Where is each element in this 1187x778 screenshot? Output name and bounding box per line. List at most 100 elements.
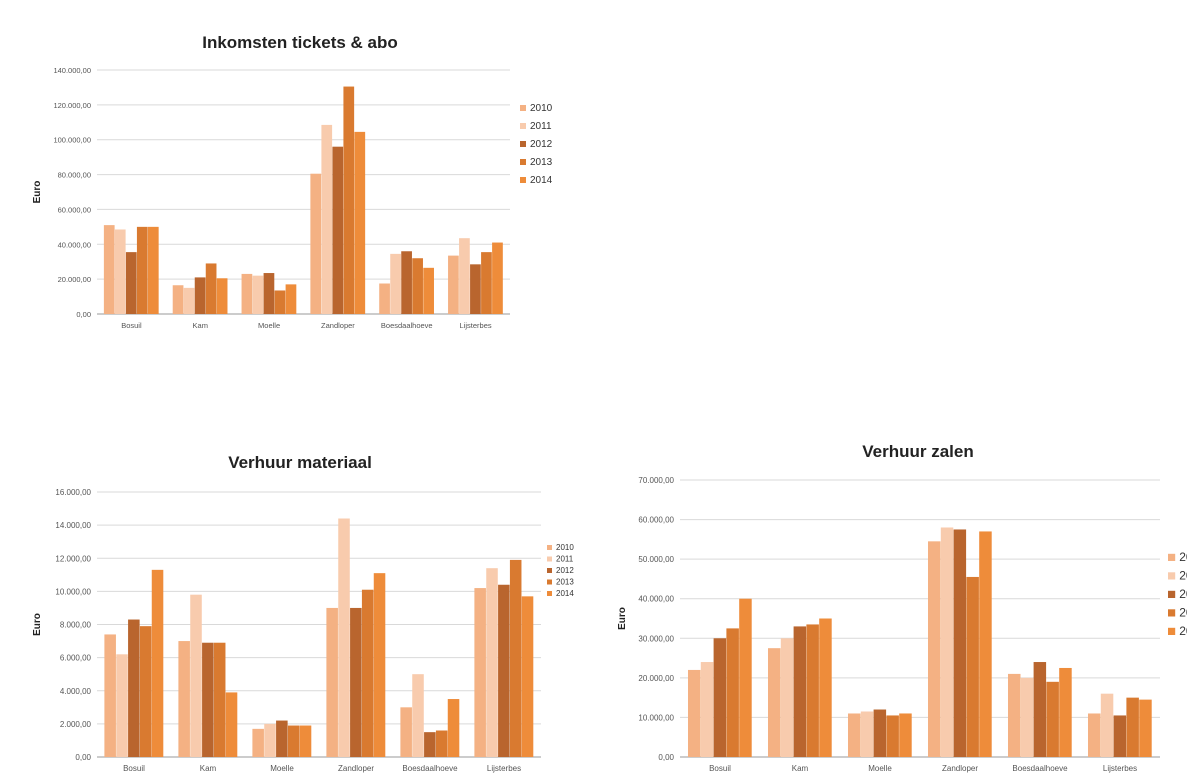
legend: 2010 2011 2012 2013 2014 — [547, 543, 574, 598]
bar-kam-2012 — [194, 277, 206, 314]
y-tick-label: 0,00 — [76, 310, 91, 319]
y-tick-label: 120.000,00 — [53, 101, 91, 110]
bar-moelle-2014 — [285, 284, 297, 314]
bar-lijsterbes-2011 — [486, 568, 498, 757]
x-tick-label: Kam — [200, 764, 217, 773]
bar-boesdaalhoeve-2013 — [435, 730, 448, 757]
bar-lijsterbes-2013 — [481, 252, 492, 314]
x-tick-label: Boesdaalhoeve — [402, 764, 458, 773]
y-tick-label: 10.000,00 — [638, 713, 674, 722]
legend-swatch — [547, 568, 552, 573]
bar-moelle-2012 — [276, 720, 288, 757]
bar-boesdaalhoeve-2012 — [401, 251, 412, 314]
y-tick-label: 14.000,00 — [55, 521, 91, 530]
bar-lijsterbes-2012 — [470, 264, 481, 314]
bar-zandloper-2010 — [310, 173, 322, 314]
bar-boesdaalhoeve-2013 — [412, 258, 423, 314]
bar-moelle-2013 — [886, 715, 899, 757]
legend-swatch — [547, 591, 552, 596]
y-tick-label: 70.000,00 — [638, 476, 674, 485]
bar-boesdaalhoeve-2012 — [424, 732, 436, 757]
bar-kam-2014 — [216, 278, 228, 314]
legend-swatch — [520, 123, 526, 129]
legend-entry: 2013 — [1179, 606, 1187, 620]
bar-zandloper-2014 — [354, 131, 366, 314]
bar-kam-2010 — [178, 641, 190, 757]
bar-zandloper-2012 — [350, 607, 362, 757]
bar-kam-2014 — [819, 618, 832, 757]
bar-bosuil-2010 — [103, 225, 115, 314]
y-tick-label: 20.000,00 — [638, 674, 674, 683]
bar-boesdaalhoeve-2014 — [1059, 667, 1072, 757]
bar-bosuil-2012 — [125, 252, 137, 314]
y-tick-label: 0,00 — [75, 753, 91, 762]
legend-entry: 2011 — [556, 555, 574, 564]
bar-lijsterbes-2011 — [1100, 693, 1114, 757]
x-tick-label: Boesdaalhoeve — [381, 321, 433, 330]
legend-swatch — [1168, 627, 1176, 635]
bar-bosuil-2010 — [688, 669, 701, 757]
y-axis-label: Euro — [32, 613, 43, 636]
legend-entry: 2014 — [1179, 624, 1187, 638]
chart-title: Verhuur zalen — [862, 442, 973, 461]
x-tick-label: Moelle — [868, 764, 892, 773]
bar-zandloper-2010 — [326, 607, 338, 757]
x-tick-label: Kam — [193, 321, 208, 330]
y-tick-label: 6.000,00 — [60, 654, 92, 663]
chart-title: Verhuur materiaal — [228, 453, 372, 472]
legend-entry: 2011 — [530, 121, 552, 132]
y-tick-label: 60.000,00 — [58, 205, 91, 214]
bar-moelle-2012 — [263, 273, 275, 314]
x-tick-label: Kam — [792, 764, 809, 773]
bar-lijsterbes-2010 — [1088, 713, 1101, 757]
bar-lijsterbes-2013 — [1126, 697, 1139, 757]
y-tick-label: 80.000,00 — [58, 171, 91, 180]
bar-bosuil-2011 — [700, 662, 714, 757]
bar-kam-2012 — [793, 626, 807, 757]
bar-moelle-2010 — [241, 273, 253, 314]
x-tick-label: Bosuil — [123, 764, 145, 773]
y-tick-label: 20.000,00 — [58, 275, 91, 284]
bar-lijsterbes-2011 — [459, 238, 470, 314]
bar-moelle-2014 — [899, 713, 912, 757]
bar-zandloper-2011 — [940, 527, 954, 757]
bar-boesdaalhoeve-2012 — [1033, 662, 1047, 757]
bar-boesdaalhoeve-2014 — [447, 699, 460, 757]
legend-swatch — [520, 159, 526, 165]
bar-bosuil-2010 — [104, 634, 116, 757]
legend-entry: 2012 — [556, 566, 574, 575]
y-axis-label: Euro — [32, 181, 43, 204]
chart-title: Inkomsten tickets & abo — [202, 33, 398, 52]
bar-bosuil-2012 — [713, 638, 727, 757]
bar-lijsterbes-2014 — [521, 596, 534, 757]
x-tick-label: Moelle — [258, 321, 280, 330]
bar-kam-2013 — [205, 263, 217, 314]
bar-lijsterbes-2014 — [1139, 699, 1152, 757]
legend-entry: 2013 — [530, 157, 553, 168]
bar-lijsterbes-2014 — [492, 242, 503, 314]
chart-1: Inkomsten tickets & abo 0,00 20.000,00 40.0… — [32, 33, 553, 330]
bar-lijsterbes-2013 — [509, 559, 522, 757]
y-tick-label: 40.000,00 — [58, 240, 91, 249]
bar-moelle-2013 — [287, 725, 300, 757]
legend-swatch — [1168, 553, 1176, 561]
bar-boesdaalhoeve-2011 — [390, 253, 401, 314]
bar-boesdaalhoeve-2010 — [379, 283, 390, 314]
x-tick-label: Zandloper — [338, 764, 374, 773]
bar-zandloper-2013 — [966, 576, 979, 757]
bar-boesdaalhoeve-2013 — [1046, 681, 1059, 757]
bar-bosuil-2011 — [114, 229, 126, 314]
bar-boesdaalhoeve-2011 — [412, 674, 424, 757]
x-tick-label: Boesdaalhoeve — [1012, 764, 1068, 773]
legend-entry: 2013 — [556, 578, 574, 587]
y-tick-label: 10.000,00 — [55, 587, 91, 596]
bar-bosuil-2014 — [151, 569, 164, 757]
bar-bosuil-2013 — [726, 628, 739, 757]
legend-entry: 2010 — [1179, 550, 1187, 564]
bar-kam-2011 — [183, 287, 195, 314]
bar-zandloper-2014 — [373, 573, 386, 757]
bar-zandloper-2012 — [332, 146, 344, 314]
y-tick-label: 4.000,00 — [60, 687, 92, 696]
bar-boesdaalhoeve-2014 — [423, 267, 434, 314]
